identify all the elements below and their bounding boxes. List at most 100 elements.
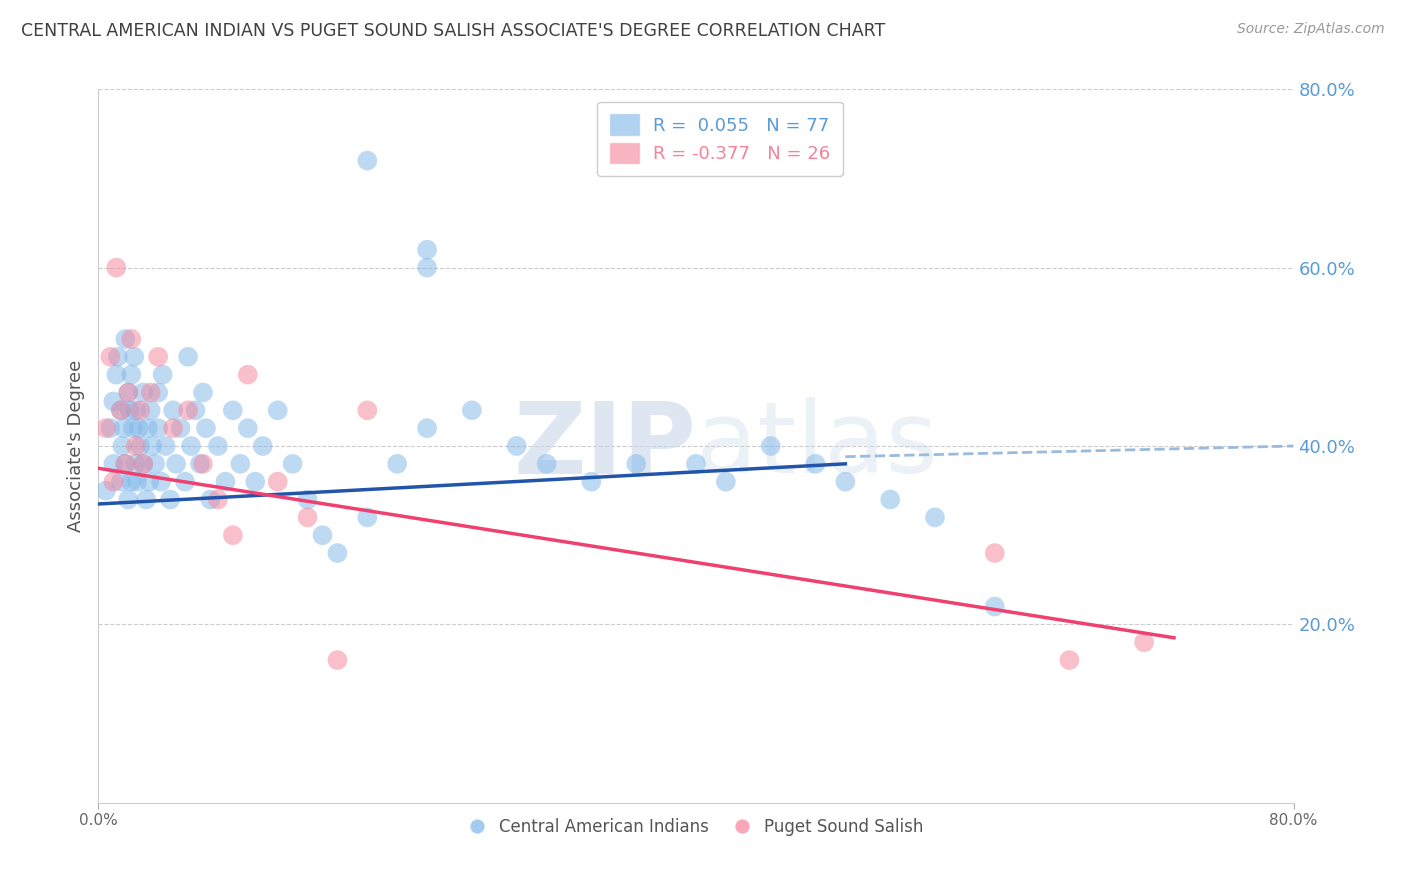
Y-axis label: Associate's Degree: Associate's Degree [66, 359, 84, 533]
Point [112, 421, 135, 435]
Legend: Central American Indians, Puget Sound Salish: Central American Indians, Puget Sound Sa… [461, 810, 931, 845]
Point [506, 439, 529, 453]
Point [98, 350, 122, 364]
Text: ZIP: ZIP [513, 398, 696, 494]
Point [110, 475, 132, 489]
Point [143, 457, 166, 471]
Point [879, 492, 901, 507]
Point [148, 350, 170, 364]
Point [281, 457, 304, 471]
Point [120, 368, 142, 382]
Point [105, 260, 128, 275]
Point [356, 510, 378, 524]
Point [984, 546, 1007, 560]
Text: Source: ZipAtlas.com: Source: ZipAtlas.com [1237, 22, 1385, 37]
Point [536, 457, 558, 471]
Point [150, 475, 173, 489]
Point [174, 475, 197, 489]
Point [214, 475, 236, 489]
Point [105, 368, 128, 382]
Point [125, 403, 148, 417]
Point [103, 475, 125, 489]
Point [129, 403, 152, 417]
Point [135, 492, 157, 507]
Point [169, 421, 191, 435]
Point [461, 403, 484, 417]
Point [200, 492, 222, 507]
Point [326, 546, 349, 560]
Point [177, 350, 200, 364]
Point [191, 385, 214, 400]
Point [162, 403, 184, 417]
Point [834, 475, 856, 489]
Point [416, 243, 439, 257]
Point [148, 385, 170, 400]
Point [356, 153, 378, 168]
Point [132, 457, 155, 471]
Point [714, 475, 737, 489]
Point [111, 439, 134, 453]
Point [114, 457, 136, 471]
Point [120, 475, 142, 489]
Point [114, 332, 136, 346]
Point [267, 475, 290, 489]
Point [180, 439, 202, 453]
Point [924, 510, 946, 524]
Point [581, 475, 603, 489]
Point [139, 403, 162, 417]
Point [207, 492, 229, 507]
Point [117, 492, 139, 507]
Point [103, 457, 125, 471]
Point [297, 510, 319, 524]
Point [191, 457, 214, 471]
Point [110, 403, 132, 417]
Point [416, 421, 439, 435]
Point [1133, 635, 1156, 649]
Text: CENTRAL AMERICAN INDIAN VS PUGET SOUND SALISH ASSOCIATE'S DEGREE CORRELATION CHA: CENTRAL AMERICAN INDIAN VS PUGET SOUND S… [21, 22, 886, 40]
Point [177, 403, 200, 417]
Point [118, 403, 141, 417]
Point [152, 368, 174, 382]
Point [184, 403, 207, 417]
Point [267, 403, 290, 417]
Point [984, 599, 1007, 614]
Point [416, 260, 439, 275]
Point [222, 528, 245, 542]
Point [159, 492, 181, 507]
Point [165, 457, 187, 471]
Point [195, 421, 218, 435]
Point [121, 421, 143, 435]
Point [110, 403, 132, 417]
Point [132, 385, 155, 400]
Point [326, 653, 349, 667]
Point [128, 421, 150, 435]
Point [94, 483, 117, 498]
Point [626, 457, 648, 471]
Point [252, 439, 274, 453]
Point [229, 457, 252, 471]
Point [114, 457, 136, 471]
Point [103, 394, 125, 409]
Point [136, 421, 159, 435]
Point [356, 403, 378, 417]
Point [127, 475, 149, 489]
Point [1059, 653, 1081, 667]
Point [120, 332, 142, 346]
Point [236, 368, 259, 382]
Point [148, 421, 170, 435]
Point [804, 457, 827, 471]
Point [245, 475, 267, 489]
Point [107, 350, 129, 364]
Point [222, 403, 245, 417]
Point [385, 457, 409, 471]
Point [125, 457, 148, 471]
Point [124, 350, 146, 364]
Point [297, 492, 319, 507]
Point [139, 385, 162, 400]
Point [117, 385, 139, 400]
Point [685, 457, 707, 471]
Point [311, 528, 333, 542]
Point [155, 439, 177, 453]
Point [125, 439, 148, 453]
Point [236, 421, 259, 435]
